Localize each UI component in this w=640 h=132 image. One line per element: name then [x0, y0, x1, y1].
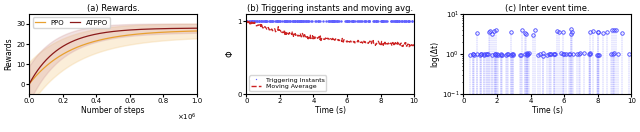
ATPPO	[55, 48, 63, 50]
PPO	[68, 49, 76, 50]
Legend: Triggering Instants, Moving Average: Triggering Instants, Moving Average	[250, 75, 326, 91]
Title: (b) Triggering instants and moving avg.: (b) Triggering instants and moving avg.	[247, 4, 413, 13]
Line: ATPPO: ATPPO	[29, 28, 197, 84]
ATPPO	[101, 32, 109, 33]
Y-axis label: Φ: Φ	[226, 51, 235, 57]
ATPPO	[138, 29, 145, 30]
PPO	[55, 56, 63, 57]
Y-axis label: log(Δt): log(Δt)	[430, 41, 439, 67]
PPO	[124, 34, 132, 36]
PPO	[193, 30, 201, 32]
Y-axis label: Rewards: Rewards	[4, 38, 13, 70]
ATPPO	[68, 41, 76, 42]
PPO	[25, 83, 33, 85]
ATPPO	[25, 83, 33, 85]
PPO	[101, 38, 109, 40]
ATPPO	[193, 27, 201, 29]
Legend: PPO, ATPPO: PPO, ATPPO	[33, 17, 110, 28]
X-axis label: Time (s): Time (s)	[532, 106, 563, 115]
Title: (a) Rewards.: (a) Rewards.	[86, 4, 140, 13]
X-axis label: Time (s): Time (s)	[315, 106, 346, 115]
ATPPO	[124, 29, 132, 31]
ATPPO	[152, 28, 159, 30]
PPO	[152, 32, 159, 33]
Title: (c) Inter event time.: (c) Inter event time.	[505, 4, 589, 13]
Text: $\times10^6$: $\times10^6$	[177, 112, 197, 123]
PPO	[138, 33, 145, 35]
Line: PPO: PPO	[29, 31, 197, 84]
X-axis label: Number of steps: Number of steps	[81, 106, 145, 115]
